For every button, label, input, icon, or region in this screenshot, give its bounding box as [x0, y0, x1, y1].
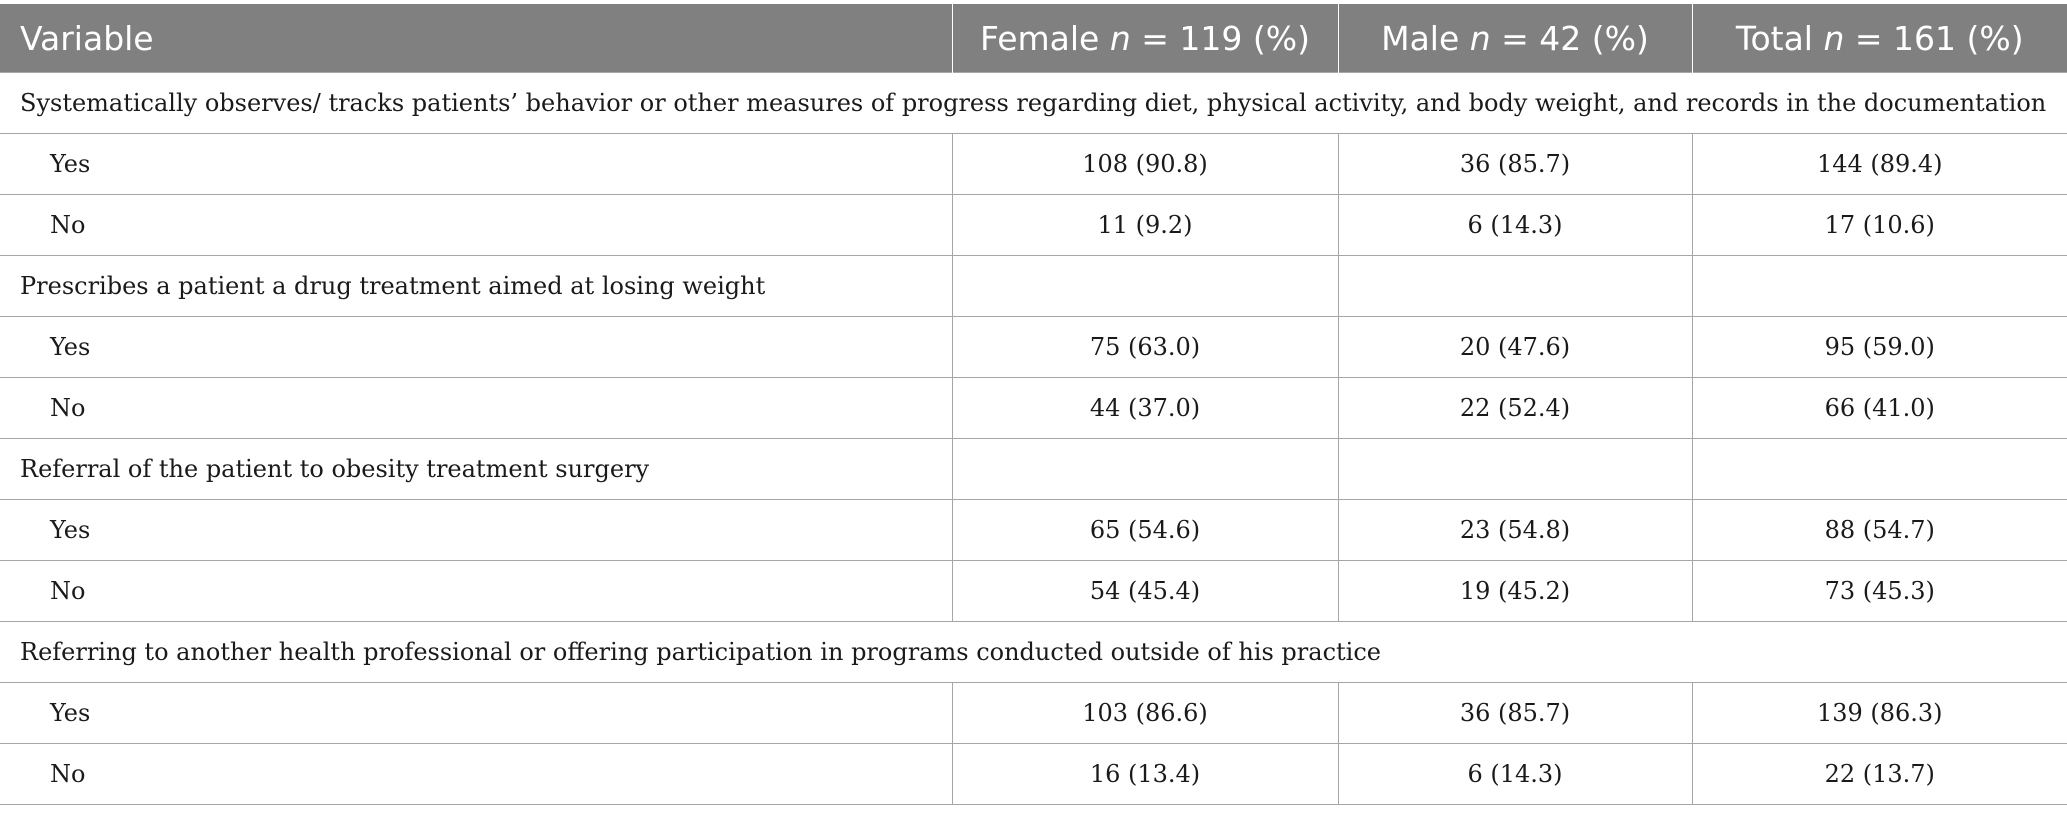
header-female-prefix: Female: [980, 18, 1110, 58]
table-row: No 44 (37.0) 22 (52.4) 66 (41.0): [0, 377, 2067, 439]
header-female: Female n = 119 (%): [951, 4, 1338, 73]
row-label: No: [0, 743, 953, 805]
section-title: Systematically observes/ tracks patients…: [0, 72, 2067, 134]
header-variable: Variable: [0, 4, 952, 73]
table-row: Yes 75 (63.0) 20 (47.6) 95 (59.0): [0, 316, 2067, 378]
cell-female: 65 (54.6): [951, 499, 1339, 561]
cell-female: 75 (63.0): [951, 316, 1339, 378]
cell-empty: [1337, 255, 1693, 317]
cell-female: 44 (37.0): [951, 377, 1339, 439]
cell-total: 88 (54.7): [1691, 499, 2067, 561]
row-label: No: [0, 194, 953, 256]
table-row: Yes 65 (54.6) 23 (54.8) 88 (54.7): [0, 499, 2067, 561]
section-title: Prescribes a patient a drug treatment ai…: [0, 255, 953, 317]
section-title: Referring to another health professional…: [0, 621, 2067, 683]
section-row: Systematically observes/ tracks patients…: [0, 72, 2067, 134]
header-male-n: n: [1469, 18, 1491, 58]
cell-total: 73 (45.3): [1691, 560, 2067, 622]
cell-empty: [1337, 438, 1693, 500]
data-table: Variable Female n = 119 (%) Male n = 42 …: [0, 4, 2067, 805]
cell-male: 6 (14.3): [1337, 194, 1693, 256]
section-title: Referral of the patient to obesity treat…: [0, 438, 953, 500]
table-row: No 11 (9.2) 6 (14.3) 17 (10.6): [0, 194, 2067, 256]
cell-empty: [951, 438, 1339, 500]
cell-male: 20 (47.6): [1337, 316, 1693, 378]
table-row: No 54 (45.4) 19 (45.2) 73 (45.3): [0, 560, 2067, 622]
table-header: Variable Female n = 119 (%) Male n = 42 …: [0, 4, 2067, 73]
section-row: Prescribes a patient a drug treatment ai…: [0, 255, 2067, 317]
header-total-n: n: [1823, 18, 1845, 58]
row-label: Yes: [0, 682, 953, 744]
cell-female: 54 (45.4): [951, 560, 1339, 622]
row-label: Yes: [0, 133, 953, 195]
table-row: No 16 (13.4) 6 (14.3) 22 (13.7): [0, 743, 2067, 805]
cell-total: 66 (41.0): [1691, 377, 2067, 439]
header-male-suffix: = 42 (%): [1490, 18, 1649, 58]
header-female-suffix: = 119 (%): [1130, 18, 1310, 58]
cell-empty: [951, 255, 1339, 317]
header-total: Total n = 161 (%): [1691, 4, 2067, 73]
cell-total: 22 (13.7): [1691, 743, 2067, 805]
cell-male: 19 (45.2): [1337, 560, 1693, 622]
cell-total: 17 (10.6): [1691, 194, 2067, 256]
cell-total: 95 (59.0): [1691, 316, 2067, 378]
cell-female: 108 (90.8): [951, 133, 1339, 195]
row-label: Yes: [0, 499, 953, 561]
cell-female: 16 (13.4): [951, 743, 1339, 805]
header-female-n: n: [1109, 18, 1131, 58]
cell-male: 36 (85.7): [1337, 682, 1693, 744]
cell-total: 144 (89.4): [1691, 133, 2067, 195]
cell-total: 139 (86.3): [1691, 682, 2067, 744]
cell-male: 23 (54.8): [1337, 499, 1693, 561]
header-male-prefix: Male: [1381, 18, 1470, 58]
row-label: Yes: [0, 316, 953, 378]
cell-female: 103 (86.6): [951, 682, 1339, 744]
table-row: Yes 108 (90.8) 36 (85.7) 144 (89.4): [0, 133, 2067, 195]
header-male: Male n = 42 (%): [1337, 4, 1692, 73]
header-row: Variable Female n = 119 (%) Male n = 42 …: [0, 4, 2067, 73]
cell-empty: [1691, 438, 2067, 500]
header-total-prefix: Total: [1735, 18, 1824, 58]
cell-male: 36 (85.7): [1337, 133, 1693, 195]
cell-female: 11 (9.2): [951, 194, 1339, 256]
section-row: Referral of the patient to obesity treat…: [0, 438, 2067, 500]
table-body: Systematically observes/ tracks patients…: [0, 72, 2067, 805]
row-label: No: [0, 560, 953, 622]
cell-male: 6 (14.3): [1337, 743, 1693, 805]
row-label: No: [0, 377, 953, 439]
header-total-suffix: = 161 (%): [1844, 18, 2024, 58]
cell-male: 22 (52.4): [1337, 377, 1693, 439]
section-row: Referring to another health professional…: [0, 621, 2067, 683]
cell-empty: [1691, 255, 2067, 317]
table-row: Yes 103 (86.6) 36 (85.7) 139 (86.3): [0, 682, 2067, 744]
